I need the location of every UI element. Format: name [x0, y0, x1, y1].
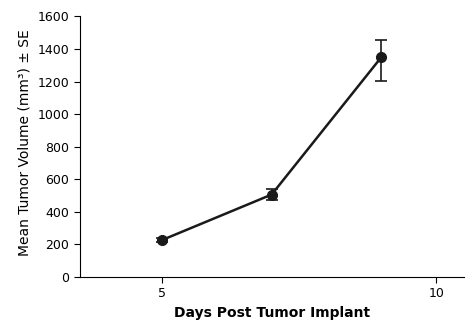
- X-axis label: Days Post Tumor Implant: Days Post Tumor Implant: [174, 306, 370, 320]
- Y-axis label: Mean Tumor Volume (mm³) ± SE: Mean Tumor Volume (mm³) ± SE: [18, 29, 32, 256]
